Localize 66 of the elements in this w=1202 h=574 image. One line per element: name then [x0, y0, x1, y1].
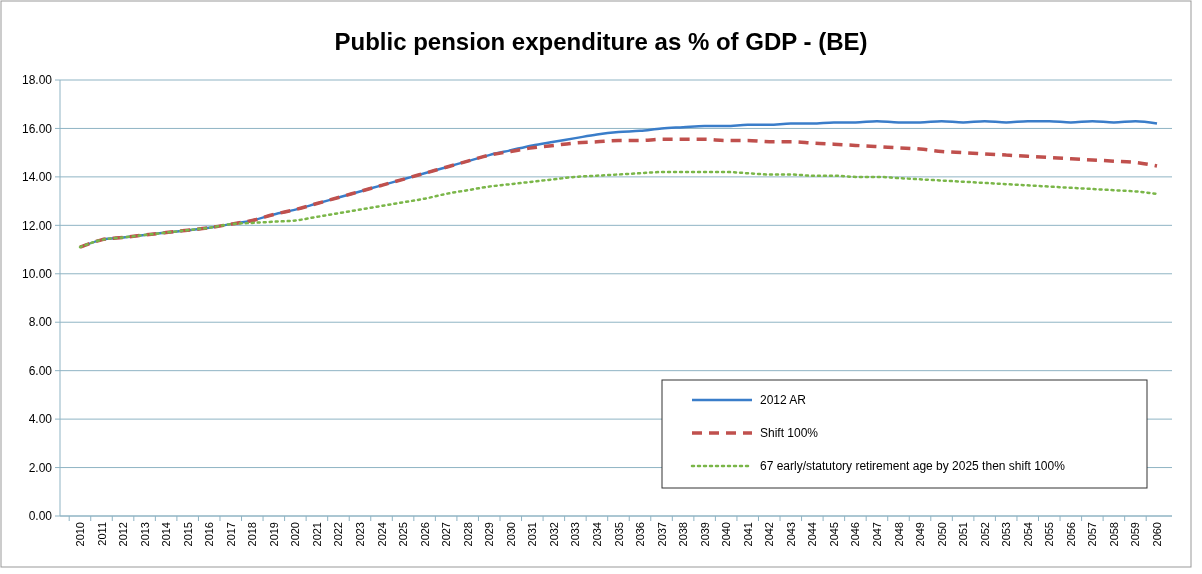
- x-tick-label: 2046: [849, 522, 862, 547]
- x-tick-label: 2018: [246, 522, 259, 547]
- x-tick-label: 2054: [1021, 522, 1034, 547]
- legend-label: Shift 100%: [760, 426, 819, 441]
- legend-label: 67 early/statutory retirement age by 2025 then shift 100%: [760, 459, 1066, 474]
- x-tick-label: 2011: [95, 522, 108, 546]
- x-tick-label: 2027: [440, 522, 453, 547]
- x-tick-label: 2029: [483, 522, 496, 547]
- x-tick-label: 2021: [310, 522, 323, 547]
- x-tick-label: 2060: [1151, 522, 1163, 547]
- x-tick-label: 2034: [590, 522, 603, 547]
- x-tick-label: 2045: [827, 522, 840, 547]
- x-tick-label: 2057: [1086, 522, 1099, 547]
- x-tick-label: 2051: [957, 522, 970, 547]
- x-tick-label: 2036: [634, 522, 647, 547]
- x-tick-label: 2015: [181, 522, 194, 547]
- y-tick-label: 0.00: [28, 509, 53, 524]
- y-tick-label: 8.00: [28, 315, 53, 330]
- y-tick-label: 16.00: [21, 121, 53, 136]
- x-tick-label: 2020: [289, 522, 302, 547]
- x-tick-label: 2032: [547, 522, 560, 547]
- x-tick-label: 2044: [806, 522, 819, 547]
- x-tick-label: 2047: [870, 522, 883, 547]
- x-tick-label: 2028: [461, 522, 474, 547]
- y-tick-label: 10.00: [21, 266, 53, 281]
- x-tick-label: 2025: [397, 522, 410, 547]
- x-tick-label: 2017: [224, 522, 237, 547]
- x-tick-label: 2048: [892, 522, 905, 547]
- x-tick-label: 2026: [418, 522, 431, 547]
- x-tick-label: 2055: [1043, 522, 1056, 547]
- x-tick-label: 2030: [504, 522, 517, 547]
- line-series: [78, 170, 1159, 249]
- x-tick-label: 2019: [267, 522, 280, 547]
- x-tick-label: 2013: [138, 522, 151, 547]
- y-tick-label: 14.00: [21, 170, 53, 185]
- x-tick-label: 2053: [1000, 522, 1013, 547]
- x-tick-label: 2022: [332, 522, 345, 547]
- x-tick-label: 2059: [1129, 522, 1142, 547]
- x-tick-label: 2014: [160, 522, 173, 547]
- x-tick-label: 2049: [914, 522, 927, 547]
- x-tick-label: 2037: [655, 522, 668, 547]
- x-tick-label: 2016: [203, 522, 216, 547]
- x-tick-label: 2058: [1107, 522, 1120, 547]
- x-tick-label: 2041: [741, 522, 754, 547]
- x-tick-label: 2040: [720, 522, 733, 547]
- chart-title: Public pension expenditure as % of GDP - (BE): [334, 28, 868, 55]
- x-tick-label: 2038: [677, 522, 690, 547]
- x-tick-label: 2043: [784, 522, 797, 547]
- x-tick-label: 2010: [74, 522, 86, 547]
- y-tick-label: 18.00: [21, 73, 53, 88]
- x-tick-label: 2033: [569, 522, 582, 547]
- x-tick-label: 2012: [117, 522, 130, 547]
- x-tick-label: 2042: [763, 522, 776, 547]
- x-tick-label: 2024: [375, 522, 388, 547]
- y-tick-label: 6.00: [28, 363, 53, 378]
- x-tick-label: 2050: [935, 522, 948, 547]
- y-tick-label: 4.00: [28, 412, 53, 427]
- x-tick-label: 2035: [612, 522, 625, 547]
- x-tick-label: 2039: [698, 522, 711, 547]
- x-tick-label: 2052: [978, 522, 991, 547]
- x-tick-label: 2031: [526, 522, 539, 547]
- x-tick-label: 2023: [354, 522, 367, 547]
- y-tick-label: 12.00: [21, 218, 53, 233]
- y-tick-label: 2.00: [28, 460, 53, 475]
- legend-label: 2012 AR: [760, 393, 807, 408]
- x-tick-label: 2056: [1064, 522, 1077, 547]
